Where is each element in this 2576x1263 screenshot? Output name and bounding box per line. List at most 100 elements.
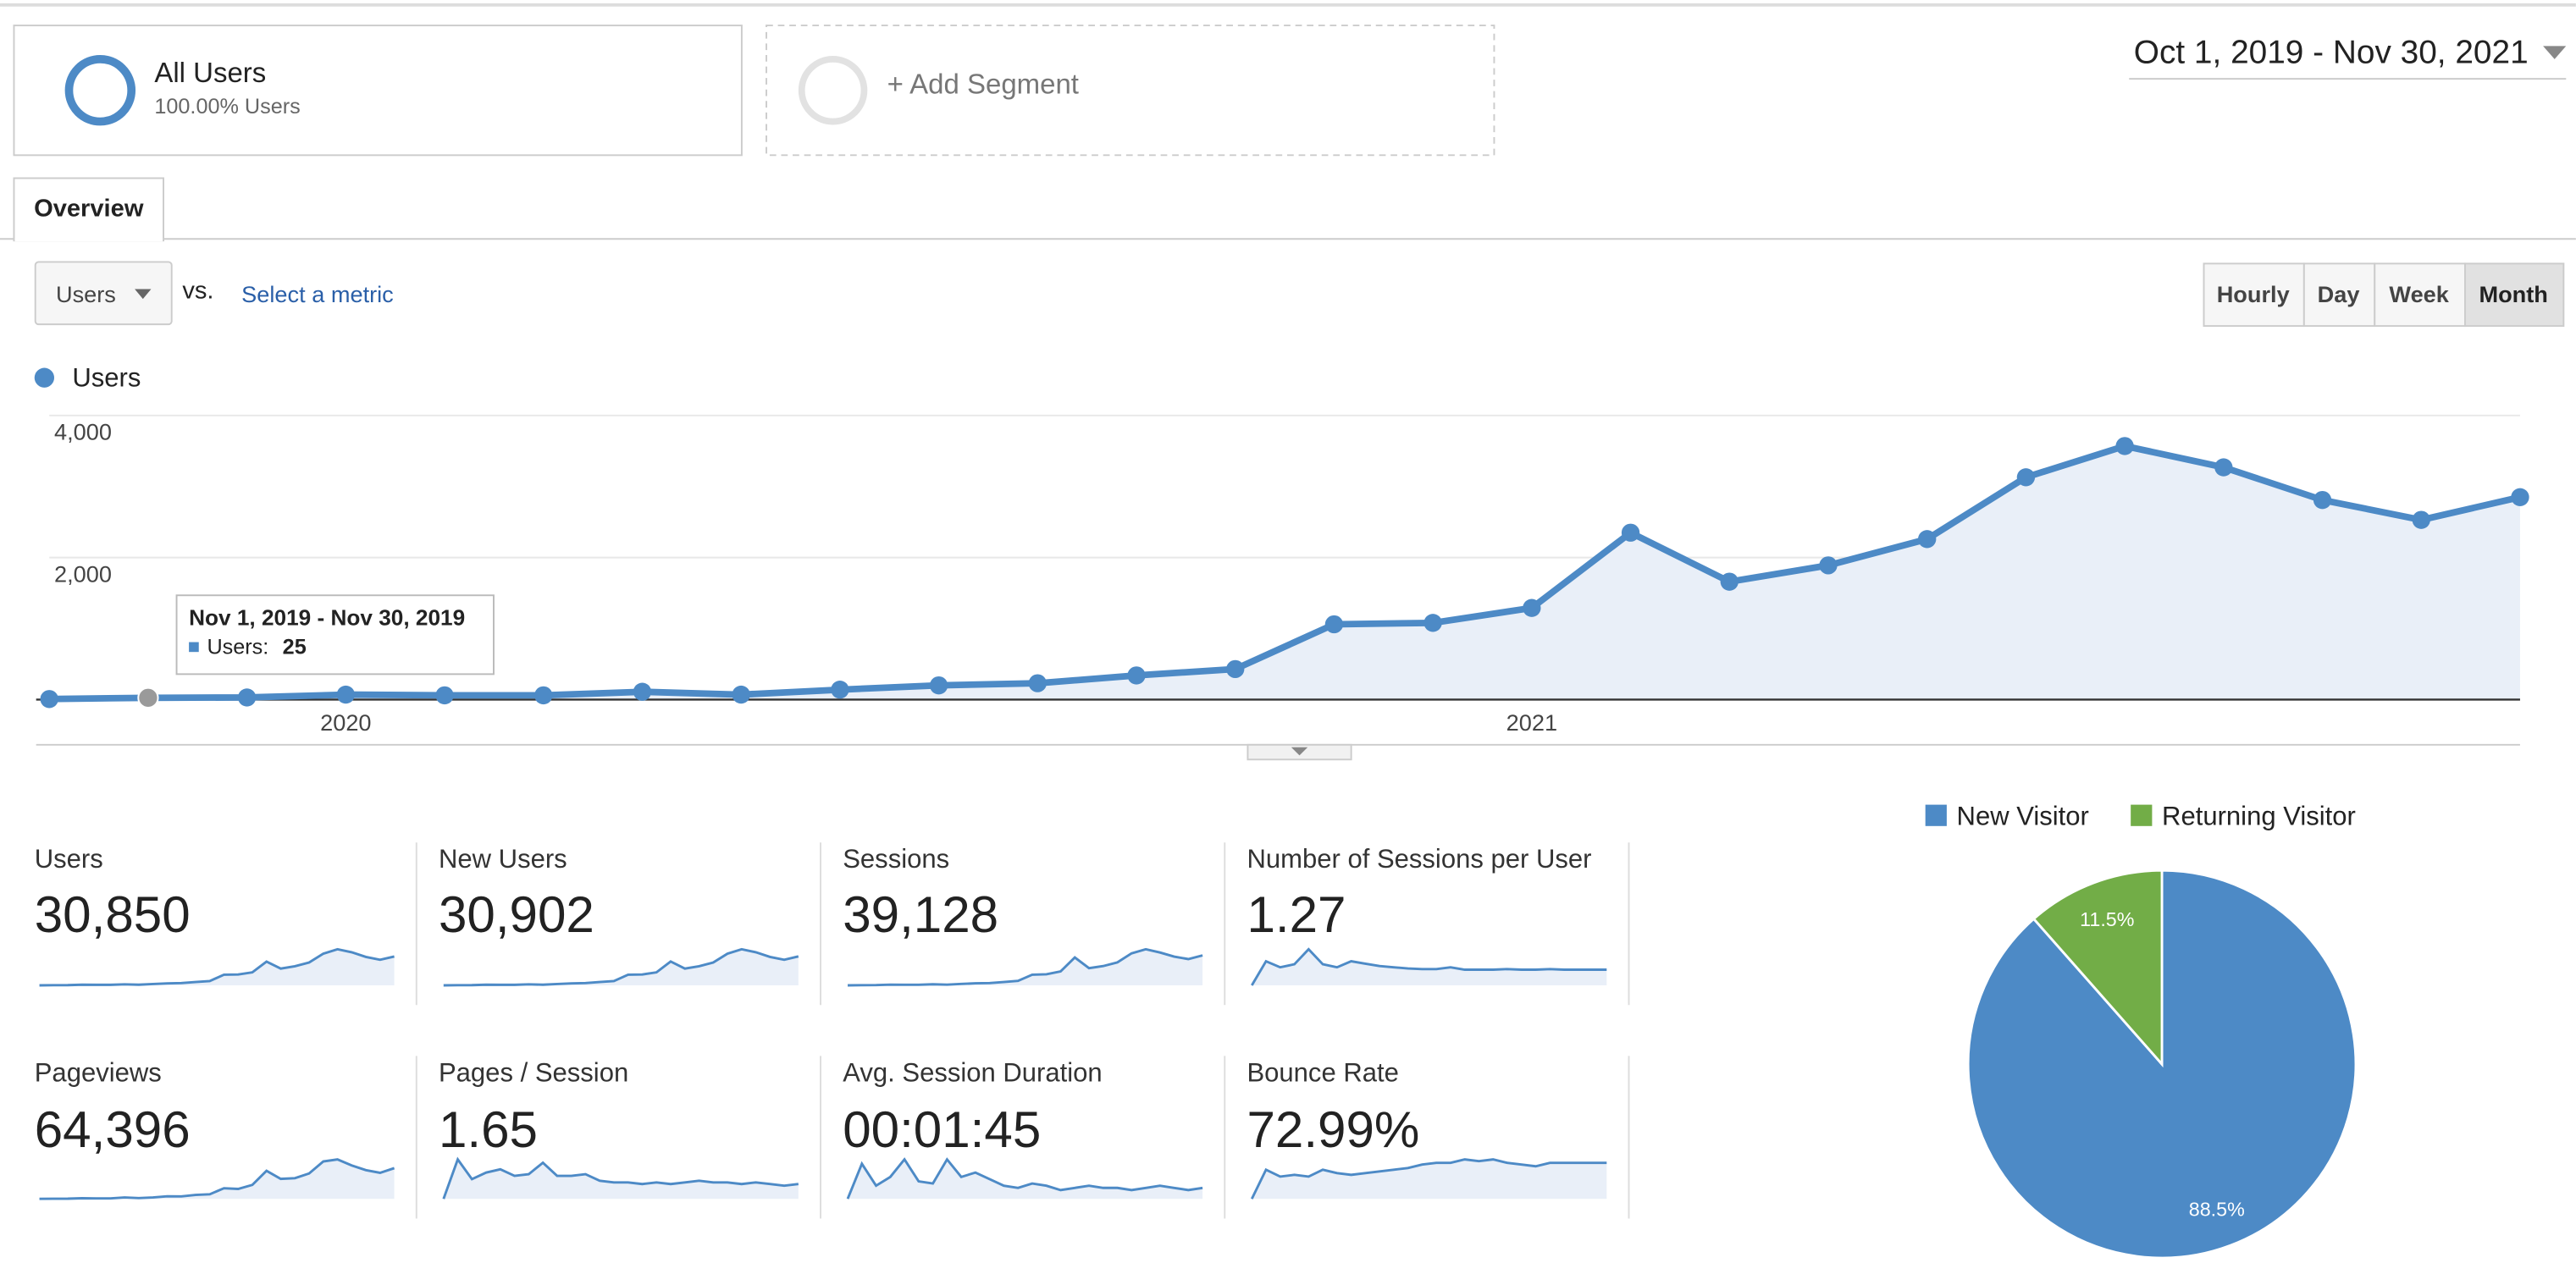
- metric-label: New Users: [439, 844, 567, 874]
- sparkline: [443, 947, 799, 987]
- granularity-button[interactable]: [2464, 262, 2565, 328]
- point[interactable]: [2511, 488, 2529, 506]
- granularity-label[interactable]: Day: [2318, 281, 2360, 307]
- point[interactable]: [1127, 666, 1146, 685]
- sparkline-area: [848, 949, 1203, 985]
- granularity-button[interactable]: [2203, 262, 2305, 328]
- point[interactable]: [2313, 490, 2332, 510]
- metric-label: Pages / Session: [439, 1057, 628, 1087]
- sparkline-area: [443, 1159, 799, 1200]
- select-metric-link[interactable]: Select a metric: [241, 281, 394, 307]
- point[interactable]: [237, 688, 257, 707]
- metric-label: Users: [35, 844, 103, 874]
- point[interactable]: [1819, 556, 1838, 575]
- point[interactable]: [1028, 674, 1047, 692]
- metric-dropdown[interactable]: [34, 261, 173, 326]
- segment-icon: [64, 54, 136, 126]
- point[interactable]: [633, 682, 652, 701]
- point[interactable]: [1918, 530, 1937, 549]
- point[interactable]: [2016, 468, 2036, 487]
- pie-slice[interactable]: [2032, 869, 2164, 1067]
- metric-value: 1.65: [439, 1101, 538, 1158]
- metric-dropdown-arrow[interactable]: [135, 289, 152, 300]
- legend-swatch: [2131, 804, 2153, 826]
- legend-label: Users: [72, 363, 141, 393]
- metric-dropdown-label[interactable]: Users: [56, 281, 116, 307]
- point[interactable]: [1423, 614, 1442, 632]
- metric-label: Number of Sessions per User: [1247, 844, 1591, 874]
- point[interactable]: [2115, 437, 2134, 455]
- point[interactable]: [929, 676, 948, 695]
- legend-label: Returning Visitor: [2162, 802, 2356, 831]
- pie-value-label: 88.5%: [2189, 1198, 2245, 1220]
- area: [49, 445, 2520, 700]
- point[interactable]: [1324, 615, 1344, 634]
- metric-value: 72.99%: [1247, 1101, 1419, 1158]
- metric-cards: Users 30,850 New Users 30,902 Sessions 39,128…: [35, 842, 1630, 1219]
- point[interactable]: [2412, 510, 2430, 529]
- sparkline-area: [39, 1159, 395, 1200]
- x-tick-label: 2020: [320, 709, 371, 736]
- sparkline-area: [39, 949, 395, 985]
- date-dropdown-arrow[interactable]: [2543, 46, 2567, 59]
- granularity-buttons: Hourly Day Week Month: [2203, 262, 2565, 328]
- tab-label[interactable]: Overview: [34, 195, 144, 222]
- add-segment-icon: [798, 55, 868, 125]
- add-segment-card[interactable]: [766, 25, 1495, 157]
- sparkline-area: [1252, 1159, 1607, 1200]
- granularity-button[interactable]: [2374, 262, 2466, 328]
- pie-value-label: 11.5%: [2080, 908, 2134, 930]
- segment-card[interactable]: [13, 25, 743, 157]
- sparkline-area: [443, 949, 799, 985]
- point[interactable]: [1720, 572, 1739, 591]
- sparkline: [39, 1158, 395, 1200]
- metric-value: 64,396: [35, 1101, 191, 1158]
- point[interactable]: [435, 686, 454, 705]
- metric-value: 39,128: [843, 886, 998, 943]
- point[interactable]: [534, 686, 553, 705]
- line: [49, 443, 2521, 703]
- tooltip-value: 25: [283, 635, 307, 659]
- sparkline: [846, 1157, 1203, 1200]
- tooltip-title: Nov 1, 2019 - Nov 30, 2019: [189, 604, 465, 630]
- granularity-label[interactable]: Month: [2479, 281, 2547, 307]
- vs-label: vs.: [182, 277, 213, 304]
- x-tick-label: 2021: [1506, 709, 1557, 736]
- metric-value: 30,902: [439, 886, 594, 943]
- sparkline: [1251, 947, 1607, 986]
- y-tick-label: 4,000: [54, 419, 112, 445]
- point[interactable]: [1621, 523, 1640, 542]
- segment-detail: 100.00% Users: [154, 95, 300, 119]
- granularity-label[interactable]: Hourly: [2217, 281, 2290, 307]
- collapse-arrow[interactable]: [1291, 747, 1308, 756]
- point[interactable]: [1226, 659, 1245, 679]
- hover-point: [137, 687, 159, 709]
- metric-value: 00:01:45: [843, 1101, 1041, 1158]
- metric-value: 30,850: [35, 886, 191, 943]
- date-range[interactable]: Oct 1, 2019 - Nov 30, 2021: [2134, 35, 2529, 71]
- add-segment-label[interactable]: + Add Segment: [887, 68, 1079, 99]
- metric-value: 1.27: [1247, 886, 1346, 943]
- sparkline: [442, 1156, 799, 1200]
- tooltip-swatch: [189, 642, 199, 653]
- point[interactable]: [732, 685, 750, 704]
- legend-swatch: [1925, 804, 1947, 826]
- segment-name: All Users: [154, 57, 266, 88]
- point[interactable]: [336, 685, 356, 704]
- metric-label: Sessions: [843, 844, 949, 874]
- pie-chart: New Visitor Returning Visitor 88.5% 11.5%: [1925, 802, 2358, 1260]
- point[interactable]: [2214, 458, 2233, 477]
- y-tick-label: 2,000: [54, 561, 112, 587]
- metric-label: Bounce Rate: [1247, 1057, 1398, 1087]
- point[interactable]: [40, 690, 58, 709]
- point[interactable]: [1523, 598, 1541, 617]
- granularity-label[interactable]: Week: [2389, 281, 2449, 307]
- point[interactable]: [831, 681, 849, 699]
- legend-label: New Visitor: [1957, 802, 2089, 831]
- sparkline-area: [1252, 949, 1607, 985]
- metric-label: Avg. Session Duration: [843, 1057, 1102, 1087]
- tab[interactable]: [13, 177, 165, 242]
